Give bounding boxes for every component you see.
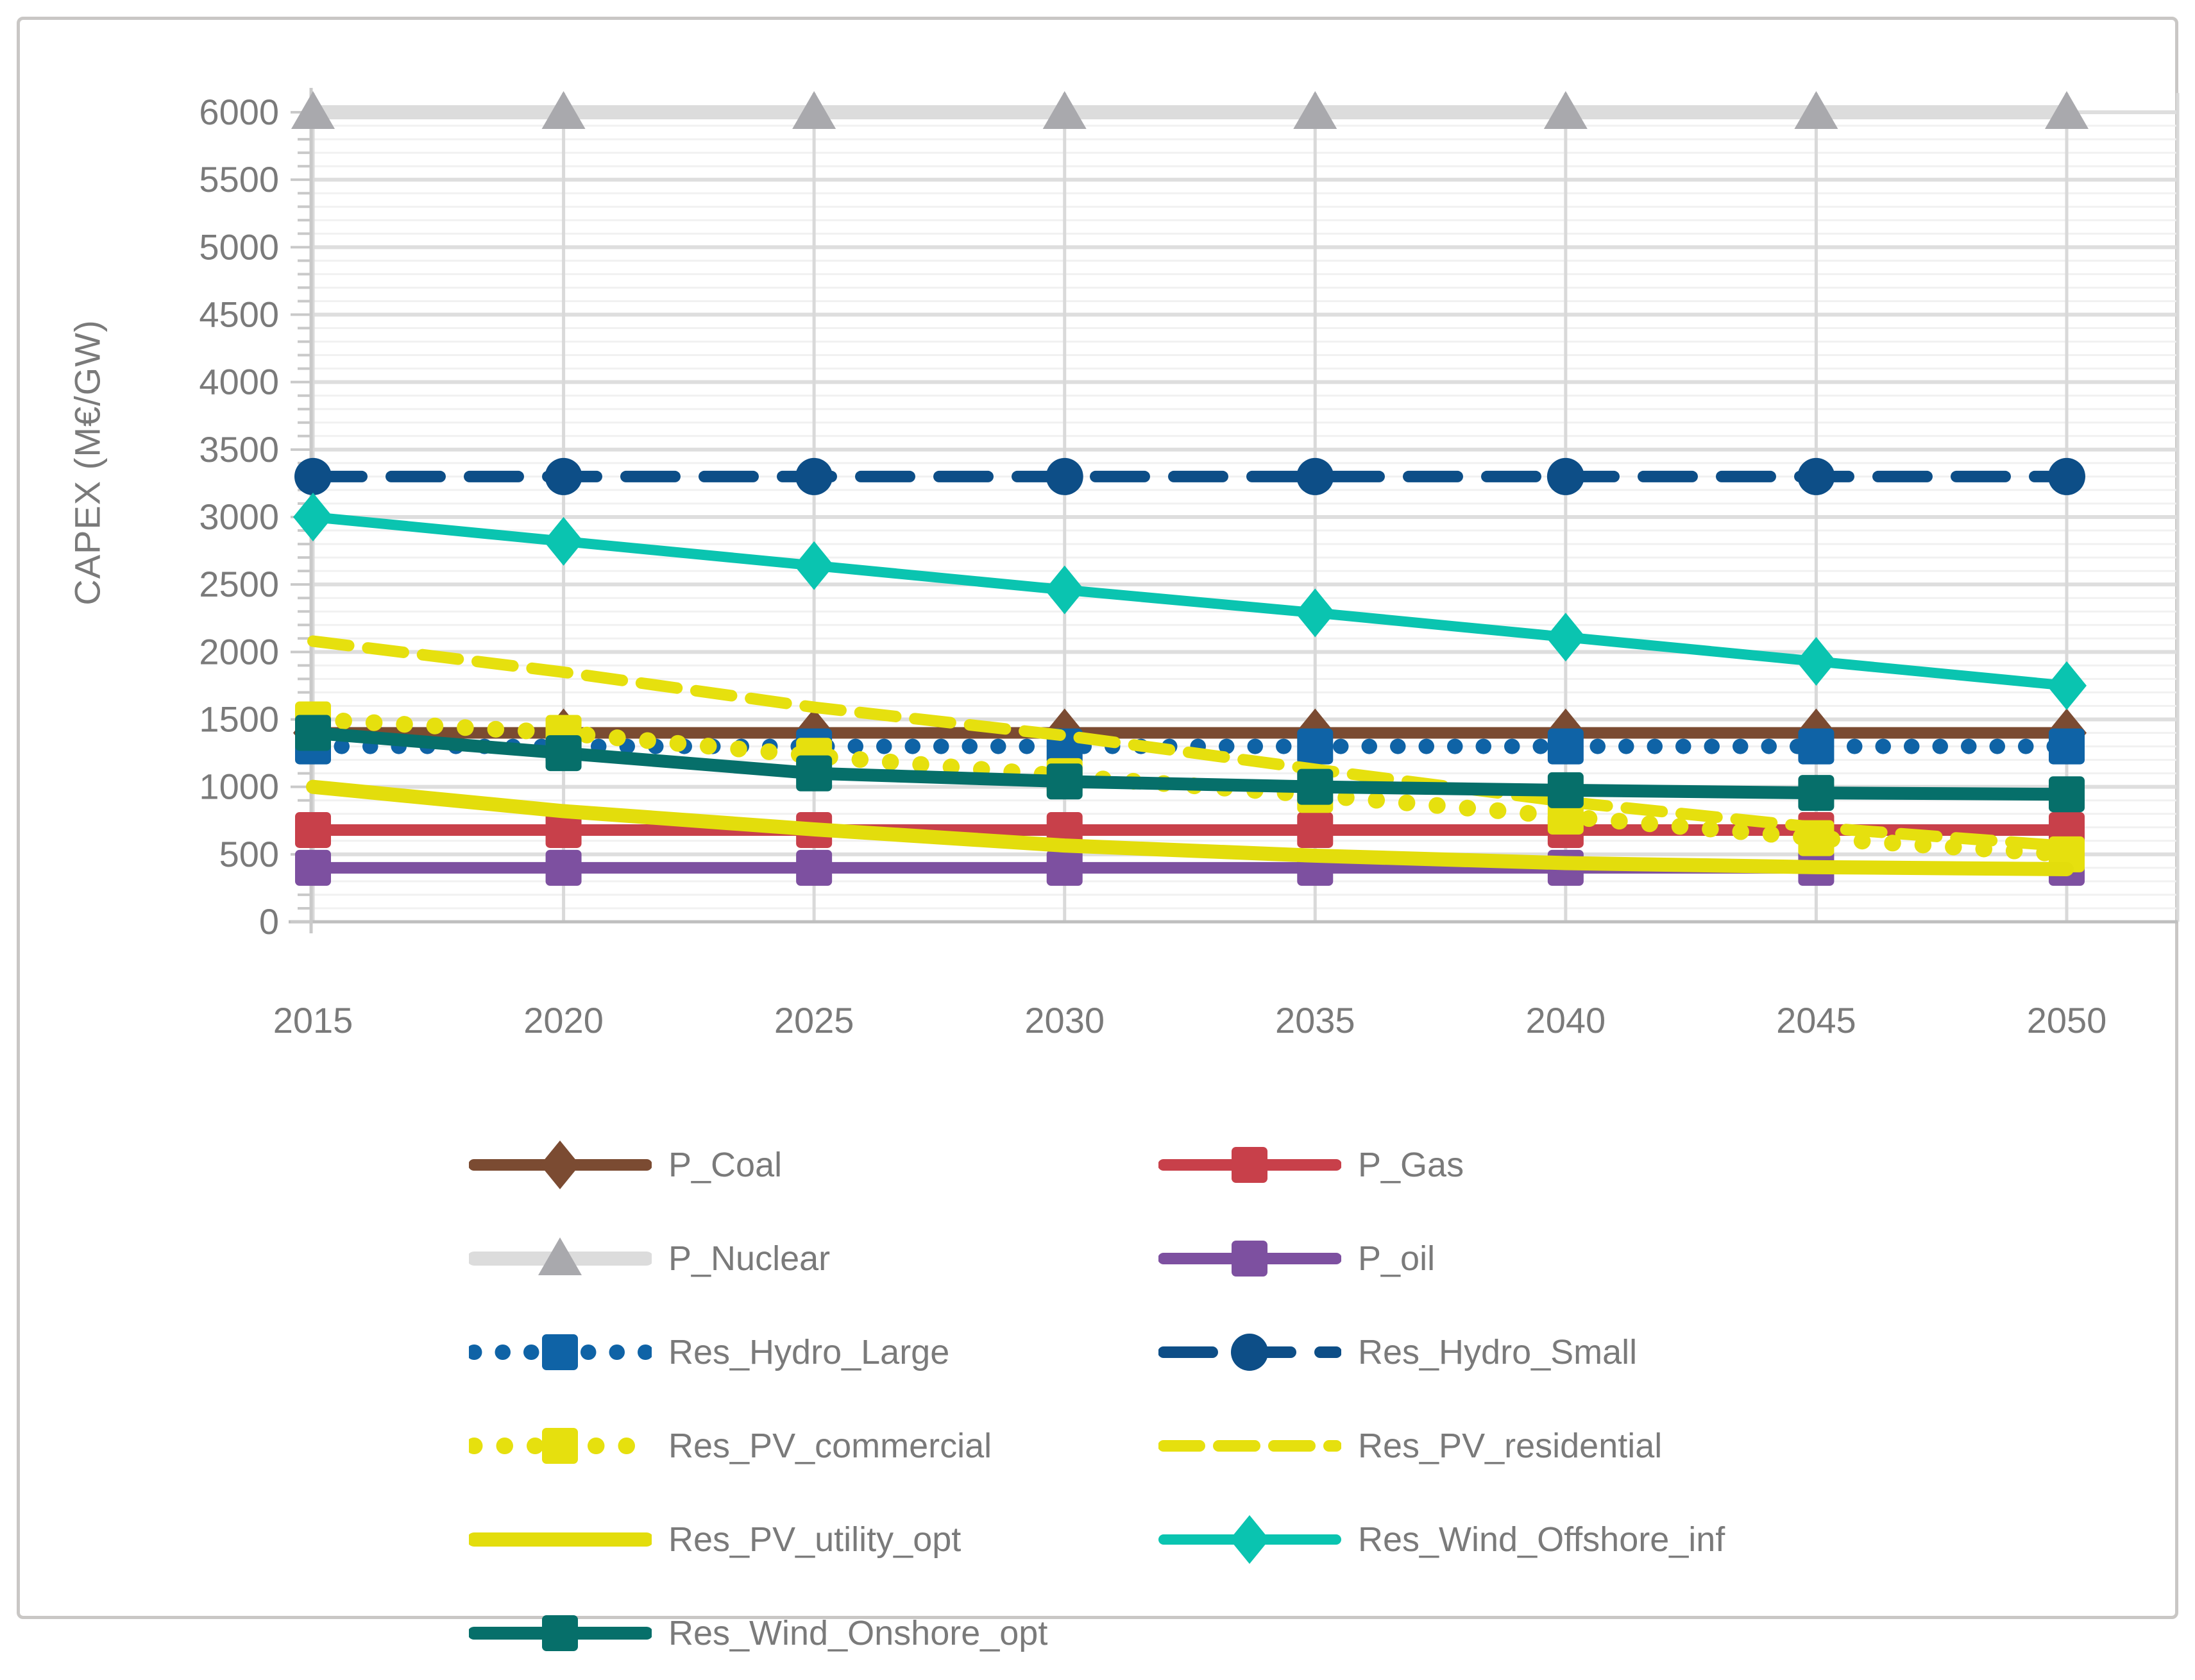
svg-text:2025: 2025 <box>774 1000 854 1040</box>
legend-label: Res_Hydro_Small <box>1358 1333 1638 1371</box>
legend-label: Res_Wind_Offshore_inf <box>1358 1520 1725 1559</box>
legend-label: Res_Wind_Onshore_opt <box>668 1614 1048 1652</box>
series-Res_Wind_Offshore_inf <box>293 493 2087 710</box>
legend-key-P_oil <box>1158 1241 1341 1277</box>
legend-item-P_Nuclear: P_Nuclear <box>469 1212 1158 1305</box>
svg-text:500: 500 <box>219 834 279 874</box>
series-P_Nuclear <box>291 91 2089 129</box>
legend-label: Res_PV_utility_opt <box>668 1520 962 1559</box>
series-Res_Wind_Onshore_opt <box>295 715 2085 813</box>
legend-key-P_Gas <box>1158 1147 1341 1183</box>
legend-key-P_Coal <box>469 1141 652 1189</box>
legend-item-P_Gas: P_Gas <box>1158 1118 1903 1212</box>
capex-line-chart: 0 500 1000 1500 2000 2500 3000 3500 4000 4500 5000… <box>199 88 2180 1040</box>
svg-text:5500: 5500 <box>199 159 279 199</box>
legend-item-Res_PV_utility_opt: Res_PV_utility_opt <box>469 1493 1158 1586</box>
legend-label: P_oil <box>1358 1239 1436 1278</box>
svg-text:4000: 4000 <box>199 362 279 402</box>
legend-key-Res_Hydro_Large <box>469 1334 652 1370</box>
legend-key-Res_PV_commercial <box>469 1428 652 1464</box>
legend-label: Res_PV_commercial <box>668 1427 992 1465</box>
legend-item-P_oil: P_oil <box>1158 1212 1903 1305</box>
legend-item-Res_Hydro_Large: Res_Hydro_Large <box>469 1305 1158 1399</box>
x-tick-labels: 2015 2020 2025 2030 2035 2040 2045 2050 <box>273 1000 2107 1040</box>
y-tick-labels: 0 500 1000 1500 2000 2500 3000 3500 4000 4500 5000… <box>199 92 279 942</box>
legend-label: P_Gas <box>1358 1146 1464 1184</box>
gridlines-major <box>311 110 2178 856</box>
legend-key-P_Nuclear <box>469 1237 652 1275</box>
y-axis-title: CAPEX (M€/GW) <box>67 319 108 606</box>
svg-text:2015: 2015 <box>273 1000 353 1040</box>
legend-label: Res_PV_residential <box>1358 1427 1663 1465</box>
svg-text:5000: 5000 <box>199 226 279 267</box>
legend-key-Res_PV_residential <box>1158 1440 1341 1452</box>
legend-label: Res_Hydro_Large <box>668 1333 950 1371</box>
series-Res_PV_utility_opt <box>306 779 2074 876</box>
svg-text:0: 0 <box>259 901 279 942</box>
legend-item-Res_Hydro_Small: Res_Hydro_Small <box>1158 1305 1903 1399</box>
svg-text:4500: 4500 <box>199 294 279 335</box>
chart-figure: 0 500 1000 1500 2000 2500 3000 3500 4000 4500 5000… <box>17 17 2180 1652</box>
svg-text:3500: 3500 <box>199 429 279 470</box>
series-Res_PV_residential <box>307 635 2072 853</box>
svg-text:6000: 6000 <box>199 92 279 132</box>
svg-text:2035: 2035 <box>1275 1000 1355 1040</box>
svg-text:3000: 3000 <box>199 496 279 537</box>
svg-text:2045: 2045 <box>1776 1000 1856 1040</box>
legend-key-Res_PV_utility_opt <box>469 1532 652 1547</box>
legend-key-Res_Hydro_Small <box>1158 1334 1341 1371</box>
legend-label: P_Nuclear <box>668 1239 831 1278</box>
svg-text:2000: 2000 <box>199 631 279 672</box>
legend-item-Res_PV_commercial: Res_PV_commercial <box>469 1399 1158 1493</box>
legend-item-Res_PV_residential: Res_PV_residential <box>1158 1399 1903 1493</box>
svg-text:2050: 2050 <box>2027 1000 2107 1040</box>
legend-label: P_Coal <box>668 1146 783 1184</box>
svg-text:1000: 1000 <box>199 767 279 807</box>
legend-key-Res_Wind_Onshore_opt <box>469 1615 652 1651</box>
svg-text:2040: 2040 <box>1526 1000 1606 1040</box>
svg-text:2500: 2500 <box>199 564 279 604</box>
legend-item-Res_Wind_Onshore_opt: Res_Wind_Onshore_opt <box>469 1586 1158 1680</box>
svg-text:1500: 1500 <box>199 699 279 740</box>
legend-item-Res_Wind_Offshore_inf: Res_Wind_Offshore_inf <box>1158 1493 1903 1586</box>
legend-key-Res_Wind_Offshore_inf <box>1158 1515 1341 1564</box>
series-Res_Hydro_Small <box>294 457 2085 495</box>
svg-text:2020: 2020 <box>523 1000 604 1040</box>
legend-item-P_Coal: P_Coal <box>469 1118 1158 1212</box>
svg-text:2030: 2030 <box>1024 1000 1105 1040</box>
chart-legend: P_Coal P_Gas P_Nuclear P_oil Res_Hydro_Large… <box>469 1118 1903 1680</box>
